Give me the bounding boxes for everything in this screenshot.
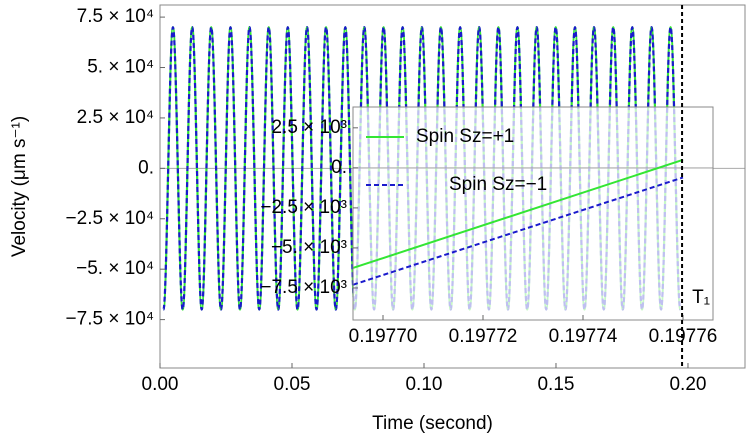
- plot-frame: [159, 4, 746, 369]
- x-tick-label: 0.19772: [449, 326, 518, 347]
- inset-background: [353, 107, 713, 320]
- y-axis-label: Velocity (μm s⁻¹): [9, 116, 30, 257]
- x-axis-label: Time (second): [372, 413, 493, 434]
- y-tick-label: 2.5 × 10³: [271, 117, 347, 138]
- legend-label: Spin Sz=+1: [416, 126, 514, 147]
- y-tick-label: 7.5 × 10⁴: [77, 6, 154, 27]
- y-tick-label: 0.: [331, 157, 347, 178]
- series-line: [352, 158, 684, 269]
- series-line: [352, 176, 684, 286]
- y-tick-label: 5. × 10⁴: [87, 57, 154, 78]
- x-tick-label: 0.00: [142, 374, 179, 395]
- x-tick-label: 0.19774: [549, 326, 618, 347]
- y-tick-label: 2.5 × 10⁴: [77, 107, 154, 128]
- x-tick-label: 0.10: [405, 374, 442, 395]
- x-tick-label: 0.20: [669, 374, 706, 395]
- series-line: [162, 26, 682, 311]
- y-tick-label: −2.5 × 10⁴: [66, 208, 154, 229]
- y-tick-label: −7.5 × 10³: [260, 277, 347, 298]
- x-tick-label: 0.19770: [349, 326, 418, 347]
- y-tick-label: −5. × 10³: [271, 237, 347, 258]
- y-tick-label: 0.: [138, 157, 154, 178]
- y-tick-label: −2.5 × 10³: [260, 197, 347, 218]
- y-tick-label: −7.5 × 10⁴: [66, 309, 154, 330]
- y-tick-label: −5. × 10⁴: [76, 258, 154, 279]
- plot-frame: [352, 106, 714, 321]
- x-tick-label: 0.05: [274, 374, 311, 395]
- t1-label: T₁: [692, 287, 710, 308]
- legend-label: Spin Sz=−1: [449, 174, 547, 195]
- x-tick-label: 0.15: [537, 374, 574, 395]
